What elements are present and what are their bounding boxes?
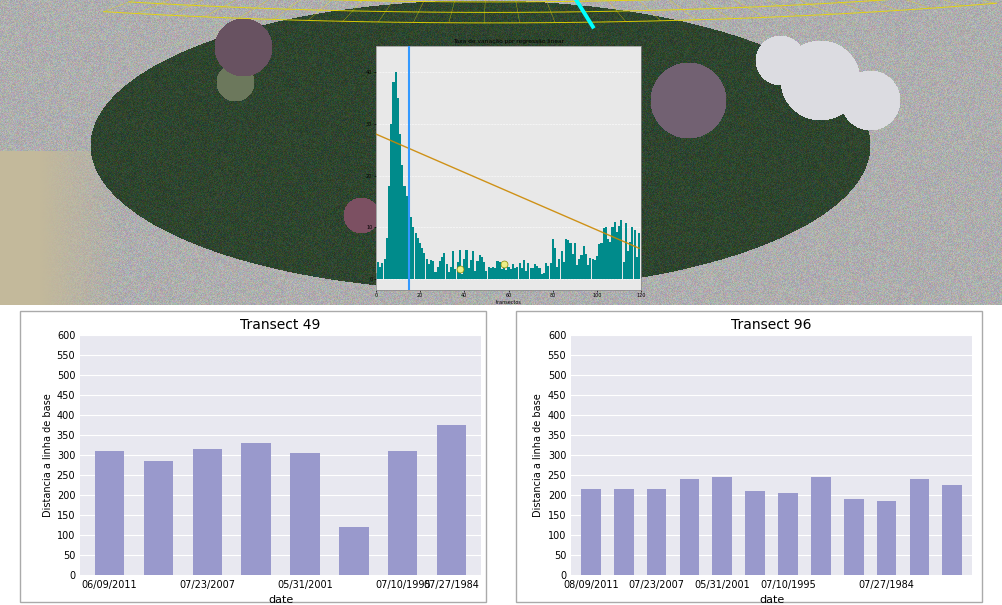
Bar [340,527,369,575]
Bar [745,491,765,575]
Title: Transect 49: Transect 49 [240,318,321,332]
Bar [844,499,864,575]
Bar [811,477,831,575]
FancyBboxPatch shape [516,311,982,602]
Bar [942,485,962,575]
Bar [143,461,173,575]
FancyBboxPatch shape [20,311,486,602]
X-axis label: date: date [759,595,785,605]
Bar [910,479,929,575]
Bar [95,451,124,575]
Bar [437,425,466,575]
Bar [581,489,601,575]
Bar [712,477,732,575]
Bar [679,479,699,575]
Y-axis label: Distancia a linha de base: Distancia a linha de base [42,393,52,517]
Bar [614,489,633,575]
X-axis label: date: date [268,595,294,605]
Bar [877,501,897,575]
Bar [388,451,418,575]
Bar [779,493,798,575]
Bar [646,489,666,575]
Bar [241,443,271,575]
Y-axis label: Distancia a linha de base: Distancia a linha de base [533,393,543,517]
Title: Transect 96: Transect 96 [731,318,812,332]
Bar [192,449,221,575]
Bar [291,453,320,575]
